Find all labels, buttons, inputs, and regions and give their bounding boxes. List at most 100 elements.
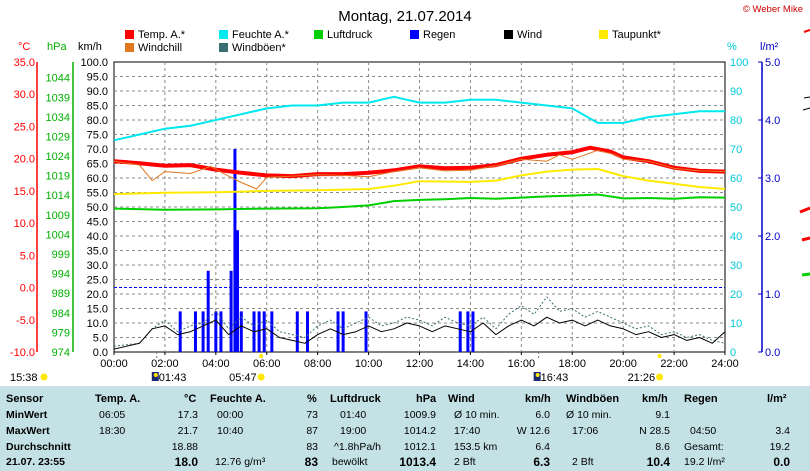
- min-temp-time: 06:05: [99, 409, 126, 421]
- tick-wind: 45.0: [87, 217, 108, 229]
- min-boeen-time: Ø 10 min.: [566, 409, 612, 421]
- tick-pressure: 999: [52, 249, 70, 261]
- tick-humidity: 90: [730, 86, 742, 98]
- max-feuchte-value: 87: [306, 425, 318, 437]
- min-druck-time: 01:40: [340, 409, 367, 421]
- tick-wind: 5.0: [93, 333, 108, 345]
- avg-wind-value: 6.4: [535, 441, 550, 453]
- tick-humidity: 80: [730, 115, 742, 127]
- rain-bar: [229, 270, 233, 352]
- sun-icon: [40, 373, 48, 381]
- tick-wind: 90.0: [87, 86, 108, 98]
- tick-wind: 50.0: [87, 202, 108, 214]
- unit-rain: l/m²: [760, 41, 779, 53]
- legend-label: Temp. A.*: [138, 29, 186, 41]
- sun-marker: [657, 354, 662, 358]
- header-regen: Regen: [684, 393, 718, 405]
- tick-temp: -5.0: [16, 315, 35, 327]
- max-wind-time: 17:40: [454, 425, 481, 437]
- tick-pressure: 1034: [46, 112, 70, 124]
- tick-wind: 0.0: [93, 347, 108, 359]
- avg-wind-distance: 153.5 km: [454, 441, 498, 453]
- tick-wind: 15.0: [87, 304, 108, 316]
- cur-regen-total: 19.2 l/m²: [684, 456, 725, 468]
- edge-mark: [801, 272, 810, 277]
- tick-temp: 35.0: [14, 57, 35, 69]
- unit-wind: km/h: [78, 41, 102, 53]
- tick-time: 16:00: [508, 358, 536, 370]
- tick-temp: 0.0: [20, 283, 35, 295]
- rain-bar: [206, 270, 210, 352]
- avg-regen-value: 19.2: [769, 441, 790, 453]
- stats-table: Sensor Temp. A. °C Feuchte A. % Luftdruc…: [0, 386, 810, 471]
- max-wind-value: W 12.6: [516, 425, 550, 437]
- row-label-max: MaxWert: [6, 425, 50, 437]
- cur-feuchte-value: 83: [304, 455, 318, 469]
- tick-time: 08:00: [304, 358, 332, 370]
- legend-swatch: [504, 30, 513, 39]
- axis-units: °C hPa km/h% l/m²: [18, 41, 779, 53]
- row-label-min: MinWert: [6, 409, 48, 421]
- cur-sky-condition: bewölkt: [332, 456, 368, 468]
- tick-pressure: 1029: [46, 131, 70, 143]
- legend-swatch: [314, 30, 323, 39]
- series-wind: [113, 316, 726, 350]
- tick-time: 24:00: [711, 358, 739, 370]
- header-wind: Wind: [448, 393, 475, 405]
- avg-druck-trend: ^1.8hPa/h: [334, 441, 381, 453]
- header-sensor: Sensor: [6, 393, 44, 405]
- sun-icon: [257, 373, 265, 381]
- tick-time: 20:00: [609, 358, 637, 370]
- tick-pressure: 1009: [46, 210, 70, 222]
- edge-marks: [799, 29, 810, 277]
- tick-pressure: 1044: [46, 73, 70, 85]
- min-temp-value: 17.3: [177, 409, 198, 421]
- tick-temp: 30.0: [14, 89, 35, 101]
- edge-mark: [801, 236, 810, 242]
- grid-lines: [114, 62, 725, 352]
- rain-bar: [458, 311, 462, 352]
- tick-wind: 100.0: [80, 57, 108, 69]
- edge-mark: [803, 96, 810, 99]
- rain-bar: [341, 311, 345, 352]
- legend-swatch: [410, 30, 419, 39]
- max-feuchte-time: 10:40: [217, 425, 244, 437]
- header-luftdruck: Luftdruck: [330, 393, 381, 405]
- avg-regen-label: Gesamt:: [684, 441, 724, 453]
- tick-rain: 0.0: [765, 347, 780, 359]
- tick-humidity: 70: [730, 144, 742, 156]
- rain-bar: [178, 311, 182, 352]
- sun-events: 15:38 01:43 05:47 16:43 21:26: [10, 352, 664, 384]
- tick-time: 04:00: [202, 358, 230, 370]
- min-feuchte-value: 73: [306, 409, 318, 421]
- tick-rain: 4.0: [765, 115, 780, 127]
- sun-event-time: 15:38: [10, 372, 38, 384]
- rain-bar: [239, 311, 243, 352]
- rain-bar: [471, 311, 475, 352]
- tick-pressure: 979: [52, 327, 70, 339]
- max-druck-time: 19:00: [340, 425, 367, 437]
- tick-wind: 20.0: [87, 289, 108, 301]
- rain-bar: [295, 311, 299, 352]
- tick-wind: 75.0: [87, 130, 108, 142]
- tick-temp: 10.0: [14, 218, 35, 230]
- moon-event-time: 16:43: [541, 372, 569, 384]
- header-wind-unit: km/h: [525, 393, 551, 405]
- legend-label: Windböen*: [232, 42, 287, 54]
- moon-icon-glow: [535, 373, 540, 377]
- tick-temp: 15.0: [14, 186, 35, 198]
- tick-humidity: 30: [730, 260, 742, 272]
- tick-wind: 70.0: [87, 144, 108, 156]
- legend-swatch: [125, 30, 134, 39]
- tick-wind: 80.0: [87, 115, 108, 127]
- tick-temp: -10.0: [10, 347, 35, 359]
- rain-bar: [219, 311, 223, 352]
- tick-pressure: 1039: [46, 92, 70, 104]
- tick-time: 18:00: [558, 358, 586, 370]
- tick-rain: 1.0: [765, 289, 780, 301]
- max-druck-value: 1014.2: [403, 425, 436, 437]
- row-label-current: 21.07. 23:55: [6, 456, 65, 468]
- tick-pressure: 984: [52, 308, 70, 320]
- rain-bar: [466, 311, 470, 352]
- rain-bar: [257, 311, 261, 352]
